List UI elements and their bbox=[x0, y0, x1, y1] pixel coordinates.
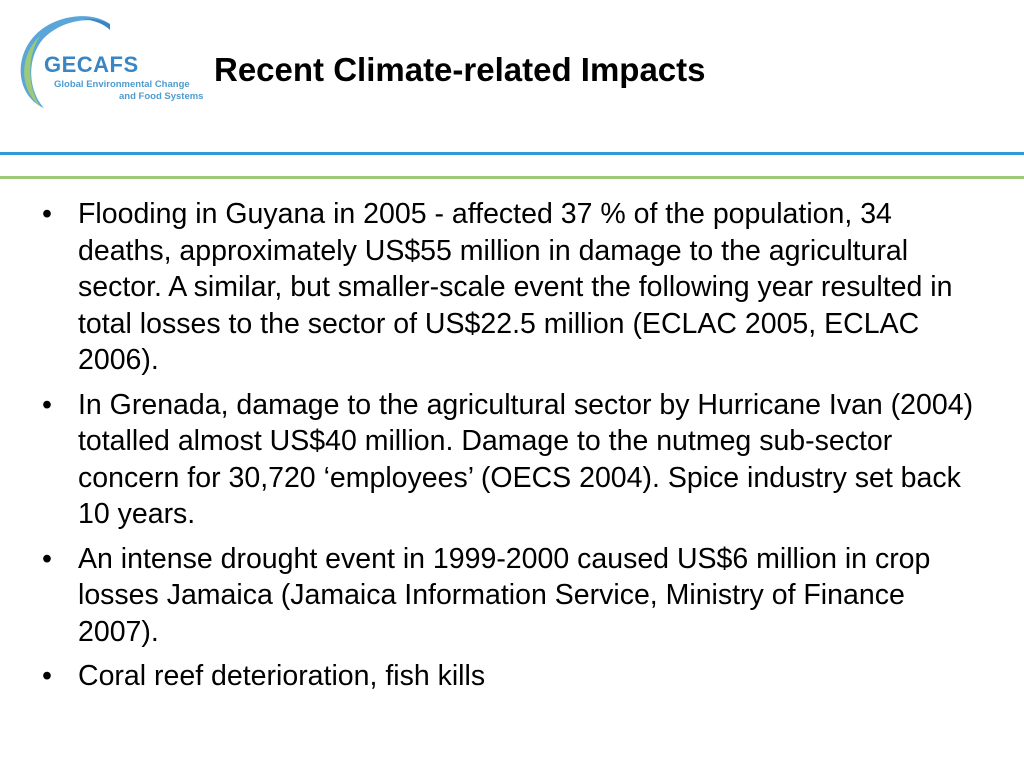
bullet-text: Coral reef deterioration, fish kills bbox=[78, 660, 486, 692]
bullet-item-coral-reef: • Coral reef deterioration, fish kills bbox=[38, 658, 988, 695]
bullet-text: An intense drought event in 1999-2000 ca… bbox=[78, 542, 931, 648]
gecafs-logo: GECAFS Global Environmental Change and F… bbox=[10, 8, 203, 116]
header-divider-green bbox=[0, 176, 1024, 179]
bullet-list: • Flooding in Guyana in 2005 - affected … bbox=[38, 196, 988, 703]
bullet-item-guyana-flooding: • Flooding in Guyana in 2005 - affected … bbox=[38, 196, 988, 379]
logo-subtitle-line1: Global Environmental Change bbox=[54, 79, 190, 90]
bullet-icon: • bbox=[42, 542, 52, 575]
bullet-icon: • bbox=[42, 388, 52, 421]
bullet-icon: • bbox=[42, 198, 52, 230]
bullet-text: Flooding in Guyana in 2005 - affected 37… bbox=[78, 198, 953, 376]
bullet-item-jamaica-drought: • An intense drought event in 1999-2000 … bbox=[38, 541, 988, 651]
bullet-icon: • bbox=[42, 660, 52, 692]
bullet-item-grenada-hurricane: • In Grenada, damage to the agricultural… bbox=[38, 387, 988, 533]
header-divider-blue bbox=[0, 152, 1024, 155]
logo-name: GECAFS bbox=[44, 52, 139, 77]
bullet-text: In Grenada, damage to the agricultural s… bbox=[78, 388, 974, 531]
logo-swoosh-icon bbox=[20, 16, 110, 108]
logo-subtitle-line2: and Food Systems bbox=[119, 91, 204, 102]
slide-title: Recent Climate-related Impacts bbox=[214, 51, 706, 88]
